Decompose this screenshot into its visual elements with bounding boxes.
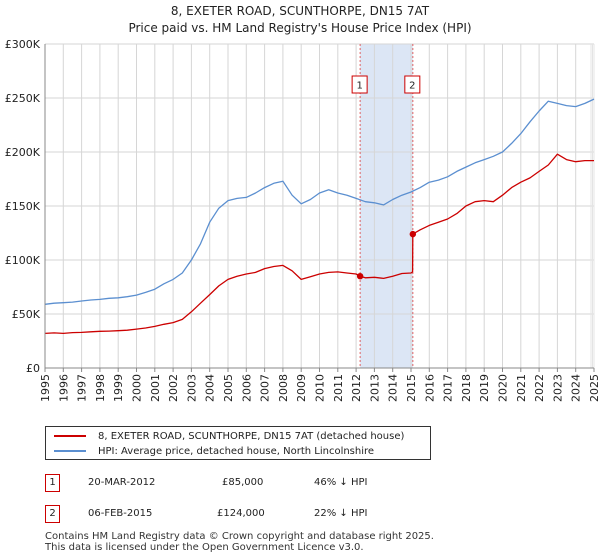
y-tick-label: £250K bbox=[5, 92, 41, 105]
x-tick-label: 1998 bbox=[94, 374, 107, 402]
x-tick-label: 2025 bbox=[588, 374, 600, 402]
footer-line-1: Contains HM Land Registry data © Crown c… bbox=[45, 531, 434, 542]
price-chart: 1 2 £0 £50K £100K £150K £200K £250K £300K 1995 199… bbox=[5, 38, 600, 402]
legend-label-hpi: HPI: Average price, detached house, Nort… bbox=[98, 445, 375, 457]
x-tick-label: 1995 bbox=[39, 374, 52, 402]
legend-label-property: 8, EXETER ROAD, SCUNTHORPE, DN15 7AT (de… bbox=[98, 430, 405, 442]
x-tick-label: 2004 bbox=[204, 374, 217, 402]
x-tick-label: 2020 bbox=[497, 374, 510, 402]
x-tick-label: 2009 bbox=[295, 374, 308, 402]
y-tick-label: £50K bbox=[12, 308, 41, 321]
x-tick-label: 2015 bbox=[405, 374, 418, 402]
footer-attribution: Contains HM Land Registry data © Crown c… bbox=[45, 531, 434, 553]
table-row: 1 20-MAR-2012 £85,000 46% ↓ HPI bbox=[45, 474, 585, 494]
x-tick-label: 2005 bbox=[222, 374, 235, 402]
transaction-marker-label: 2 bbox=[409, 81, 415, 92]
transaction-marker-badge: 1 bbox=[45, 474, 60, 492]
x-tick-label: 2017 bbox=[442, 374, 455, 402]
y-tick-label: £300K bbox=[5, 38, 41, 51]
x-tick-label: 2014 bbox=[387, 374, 400, 402]
x-tick-label: 2011 bbox=[332, 374, 345, 402]
transaction-hpi-change: 46% ↓ HPI bbox=[314, 477, 368, 488]
transaction-marker-badge: 2 bbox=[45, 505, 60, 523]
x-tick-label: 2001 bbox=[149, 374, 162, 402]
transaction-point bbox=[356, 273, 364, 280]
series-line-property bbox=[44, 153, 594, 335]
transaction-date: 20-MAR-2012 bbox=[88, 477, 156, 488]
legend-swatch-property bbox=[54, 435, 86, 437]
x-tick-label: 2023 bbox=[551, 374, 564, 402]
transaction-marker-label: 1 bbox=[356, 81, 362, 92]
transaction-point bbox=[409, 230, 417, 238]
x-tick-label: 2002 bbox=[167, 374, 180, 402]
x-tick-label: 2013 bbox=[368, 374, 381, 402]
chart-legend: 8, EXETER ROAD, SCUNTHORPE, DN15 7AT (de… bbox=[45, 426, 431, 460]
x-tick-label: 1996 bbox=[57, 374, 70, 402]
x-tick-label: 2022 bbox=[533, 374, 546, 402]
chart-title: 8, EXETER ROAD, SCUNTHORPE, DN15 7AT bbox=[170, 4, 430, 18]
y-tick-label: £100K bbox=[5, 254, 41, 267]
transaction-price: £85,000 bbox=[222, 477, 264, 488]
table-row: 2 06-FEB-2015 £124,000 22% ↓ HPI bbox=[45, 505, 585, 525]
transaction-hpi-change: 22% ↓ HPI bbox=[314, 508, 368, 519]
x-tick-label: 2018 bbox=[460, 374, 473, 402]
x-tick-label: 2010 bbox=[314, 374, 327, 402]
transaction-price: £124,000 bbox=[217, 508, 265, 519]
legend-item-property: 8, EXETER ROAD, SCUNTHORPE, DN15 7AT (de… bbox=[54, 429, 404, 443]
footer-line-2: This data is licensed under the Open Gov… bbox=[45, 542, 364, 553]
x-tick-label: 2007 bbox=[259, 374, 272, 402]
transaction-marker-box bbox=[351, 75, 368, 94]
x-tick-label: 2008 bbox=[277, 374, 290, 402]
legend-swatch-hpi bbox=[54, 450, 86, 452]
x-tick-label: 2024 bbox=[570, 374, 583, 402]
x-tick-label: 2019 bbox=[478, 374, 491, 402]
x-tick-label: 2012 bbox=[350, 374, 363, 402]
chart-subtitle: Price paid vs. HM Land Registry's House … bbox=[128, 21, 472, 35]
x-tick-label: 2003 bbox=[185, 374, 198, 402]
x-tick-label: 2000 bbox=[131, 374, 144, 402]
x-tick-label: 2021 bbox=[515, 374, 528, 402]
transaction-date: 06-FEB-2015 bbox=[88, 508, 153, 519]
x-tick-label: 2006 bbox=[240, 374, 253, 402]
legend-item-hpi: HPI: Average price, detached house, Nort… bbox=[54, 444, 374, 458]
y-tick-label: £0 bbox=[26, 362, 40, 375]
y-tick-label: £200K bbox=[5, 146, 41, 159]
transaction-marker-box bbox=[404, 75, 421, 94]
x-tick-label: 2016 bbox=[423, 374, 436, 402]
series-line-hpi bbox=[44, 98, 595, 305]
x-tick-label: 1999 bbox=[112, 374, 125, 402]
y-tick-label: £150K bbox=[5, 200, 41, 213]
x-tick-label: 1997 bbox=[76, 374, 89, 402]
